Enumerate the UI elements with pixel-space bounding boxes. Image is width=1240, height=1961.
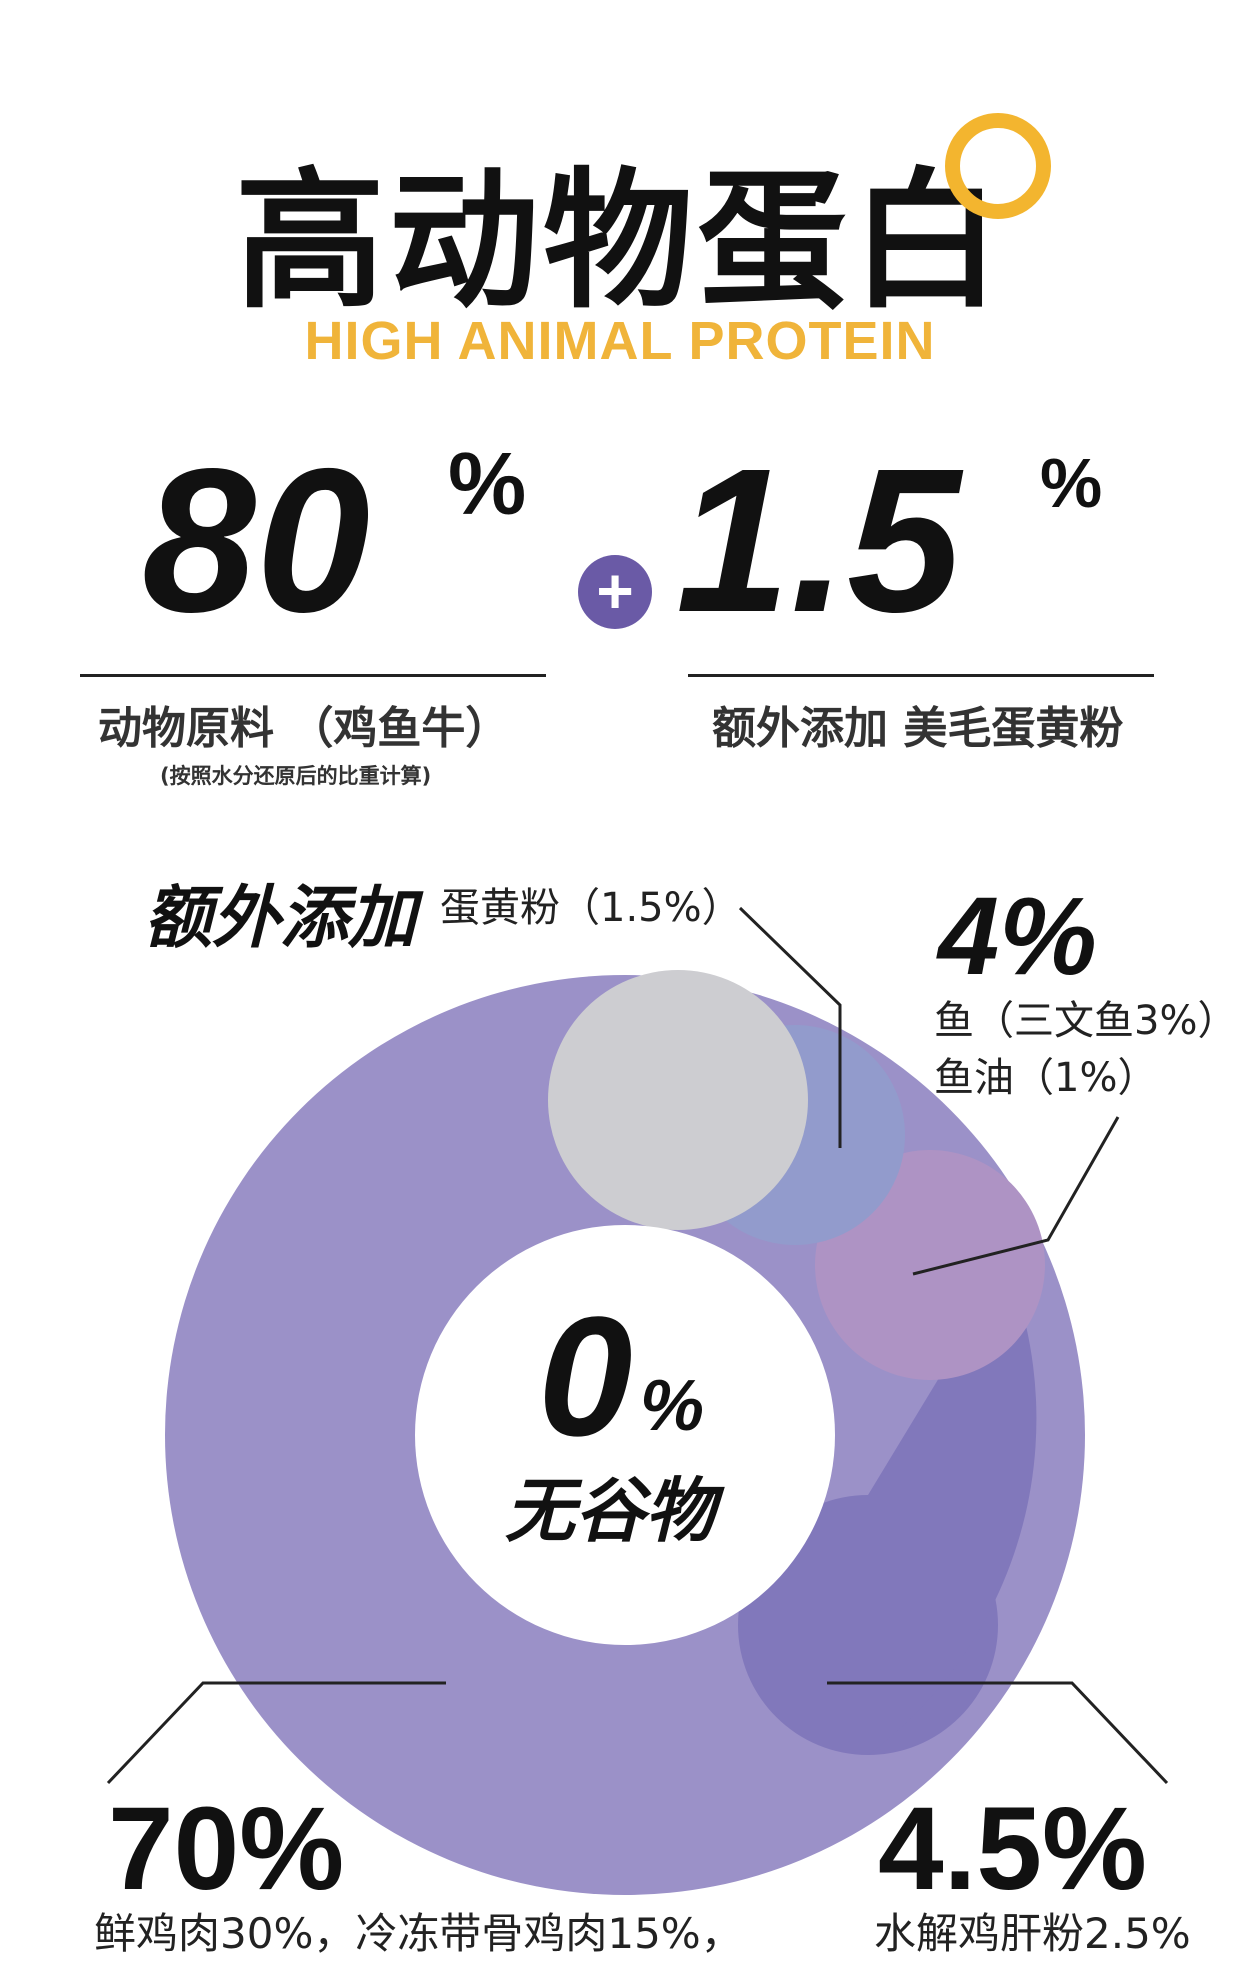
stat-80-unit: % [448,434,527,533]
donut-hole [415,1225,835,1645]
fish-annotation-line1: 鱼（三文鱼3%） [934,998,1238,1044]
chicken-annotation-value: 70% [108,1783,345,1915]
stat-80-divider [80,674,546,677]
stat-80-label: 动物原料 （鸡鱼牛） [98,703,510,754]
stat-1-5-divider [688,674,1154,677]
fish-leader-line [912,1116,1120,1276]
page-title: 高动物蛋白 [234,155,1005,329]
liver-annotation-value: 4.5% [878,1783,1147,1915]
plus-icon: + [578,555,652,629]
ingredient-chart [106,906,1169,1895]
egg-leader-line [738,906,842,1148]
stat-80-note: (按照水分还原后的比重计算) [160,764,432,788]
chicken-leader-line [106,1681,446,1785]
egg-segment [548,970,808,1230]
center-label: 无谷物 [505,1470,715,1552]
fish-annotation-value: 4% [938,875,1097,998]
fish-annotation-line2: 鱼油（1%） [934,1055,1158,1101]
page-subtitle: HIGH ANIMAL PROTEIN [304,311,936,371]
chicken-annotation-text: 鲜鸡肉30%，冷冻带骨鸡肉15%， [94,1909,743,1958]
stat-1-5-label: 额外添加 美毛蛋黄粉 [712,703,1124,754]
liver-leader-line [827,1681,1169,1785]
stat-1-5-value: 1.5 [676,426,961,655]
egg-annotation-text: 蛋黄粉（1.5%） [440,885,742,931]
stat-80-value: 80 [142,426,371,655]
center-value: 0 [538,1282,633,1472]
center-unit: % [640,1366,705,1446]
egg-annotation-bold: 额外添加 [144,879,417,958]
stat-1-5-unit: % [1040,444,1103,522]
liver-annotation-text: 水解鸡肝粉2.5% [874,1909,1191,1958]
